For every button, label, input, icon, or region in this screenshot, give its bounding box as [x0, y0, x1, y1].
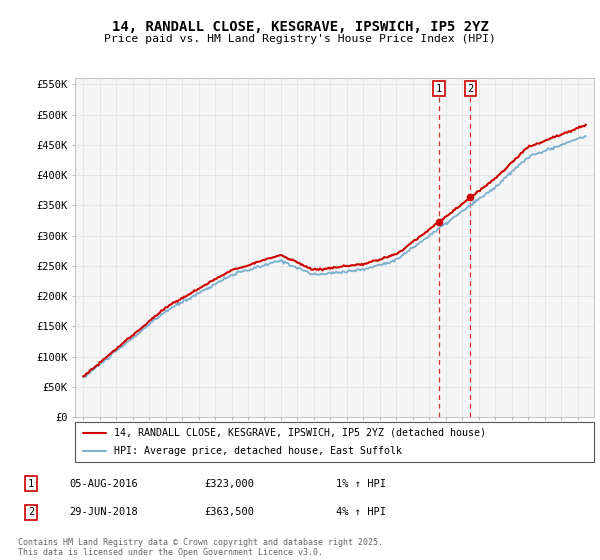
Text: 29-JUN-2018: 29-JUN-2018: [69, 507, 138, 517]
Text: 2: 2: [467, 83, 473, 94]
Text: 4% ↑ HPI: 4% ↑ HPI: [336, 507, 386, 517]
Text: 2: 2: [28, 507, 34, 517]
Text: 1% ↑ HPI: 1% ↑ HPI: [336, 479, 386, 489]
Text: £323,000: £323,000: [204, 479, 254, 489]
Text: Contains HM Land Registry data © Crown copyright and database right 2025.
This d: Contains HM Land Registry data © Crown c…: [18, 538, 383, 557]
Text: 05-AUG-2016: 05-AUG-2016: [69, 479, 138, 489]
Text: 14, RANDALL CLOSE, KESGRAVE, IPSWICH, IP5 2YZ (detached house): 14, RANDALL CLOSE, KESGRAVE, IPSWICH, IP…: [114, 428, 486, 437]
Text: £363,500: £363,500: [204, 507, 254, 517]
Text: HPI: Average price, detached house, East Suffolk: HPI: Average price, detached house, East…: [114, 446, 402, 456]
Text: 1: 1: [436, 83, 442, 94]
Text: Price paid vs. HM Land Registry's House Price Index (HPI): Price paid vs. HM Land Registry's House …: [104, 34, 496, 44]
Text: 1: 1: [28, 479, 34, 489]
Text: 14, RANDALL CLOSE, KESGRAVE, IPSWICH, IP5 2YZ: 14, RANDALL CLOSE, KESGRAVE, IPSWICH, IP…: [112, 20, 488, 34]
